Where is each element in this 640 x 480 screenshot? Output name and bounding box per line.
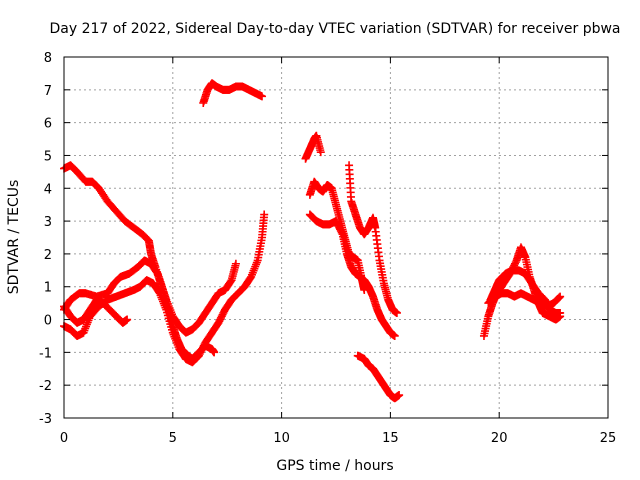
y-tick-label: -2: [39, 379, 52, 394]
x-tick-label: 0: [60, 431, 68, 446]
y-tick-label: -3: [39, 412, 52, 427]
data-point: [390, 331, 399, 340]
data-point: [231, 259, 240, 268]
y-tick-label: 6: [44, 117, 52, 132]
y-tick-label: 0: [44, 314, 52, 329]
plot-frame: [63, 56, 609, 419]
data-point: [395, 391, 404, 400]
data-point: [210, 348, 219, 357]
x-axis-label: GPS time / hours: [276, 458, 393, 474]
series-arc-10: [353, 351, 404, 403]
y-tick-label: 4: [44, 182, 52, 197]
series-arc-2: [60, 256, 240, 337]
series-arc-3: [60, 210, 269, 367]
y-axis-label: SDTVAR / TECUs: [6, 180, 22, 295]
y-tick-label: -1: [39, 346, 52, 361]
y-tick-label: 3: [44, 215, 52, 230]
data-point: [556, 292, 565, 301]
data-point: [554, 294, 563, 303]
axis-ticks: [63, 56, 609, 419]
data-point: [392, 308, 401, 317]
series-arc-8: [305, 210, 399, 340]
tick-labels: 0 5 10 15 20 25 -3 -2 -1 0 1 2 3 4 5 6 7 8: [39, 51, 616, 446]
x-tick-label: 5: [169, 431, 177, 446]
series-arc-5: [199, 79, 267, 107]
plot-area: [60, 79, 565, 403]
y-tick-label: 7: [44, 84, 52, 99]
data-point: [556, 308, 565, 317]
y-tick-label: 5: [44, 149, 52, 164]
series-arc-9: [345, 161, 401, 317]
data-point: [337, 228, 346, 237]
chart-title: Day 217 of 2022, Sidereal Day-to-day VTE…: [49, 21, 620, 37]
x-tick-label: 15: [382, 431, 399, 446]
data-point: [316, 148, 325, 157]
x-tick-label: 20: [491, 431, 508, 446]
y-tick-label: 1: [44, 281, 52, 296]
data-point: [123, 315, 132, 324]
data-point: [555, 293, 564, 302]
y-tick-label: 2: [44, 248, 52, 263]
x-tick-label: 10: [273, 431, 290, 446]
x-tick-label: 25: [600, 431, 617, 446]
series-arc-4: [60, 295, 132, 327]
y-tick-label: 8: [44, 51, 52, 66]
series-arc-13: [486, 266, 565, 317]
data-point: [260, 210, 269, 219]
data-point: [258, 92, 267, 101]
series-arc-6: [301, 131, 325, 163]
